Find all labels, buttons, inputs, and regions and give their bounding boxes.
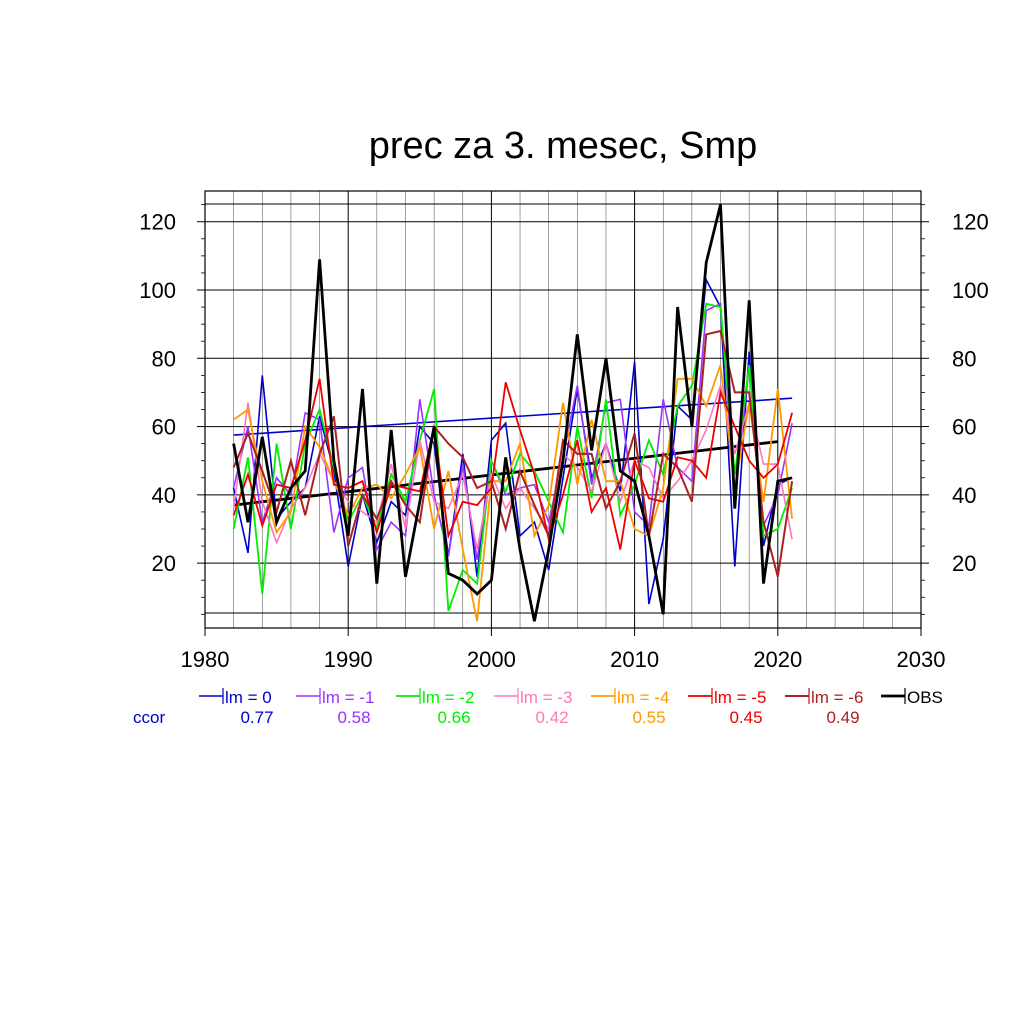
legend-label: lm = -3 xyxy=(520,688,572,707)
series-lines xyxy=(232,204,794,622)
x-tick-label: 1980 xyxy=(181,647,230,672)
x-tick-label: 2000 xyxy=(467,647,516,672)
x-tick-label: 2030 xyxy=(897,647,946,672)
legend-ccor-value: 0.42 xyxy=(535,708,568,727)
x-tick-label: 1990 xyxy=(324,647,373,672)
ccor-label: ccor xyxy=(133,708,165,727)
legend-label: OBS xyxy=(907,688,943,707)
y-tick-label-right: 80 xyxy=(952,346,976,371)
legend-label: lm = -6 xyxy=(811,688,863,707)
series-line xyxy=(233,364,793,622)
y-tick-label-left: 100 xyxy=(139,278,176,303)
y-tick-label-left: 120 xyxy=(139,210,176,235)
series-line xyxy=(232,204,793,622)
legend-label: lm = 0 xyxy=(225,688,272,707)
chart-title: prec za 3. mesec, Smp xyxy=(369,125,758,167)
legend-label: lm = -1 xyxy=(322,688,374,707)
legend-ccor-value: 0.58 xyxy=(337,708,370,727)
legend-ccor-value: 0.49 xyxy=(826,708,859,727)
legend-label: lm = -4 xyxy=(617,688,669,707)
y-tick-label-right: 100 xyxy=(952,278,989,303)
y-tick-label-right: 20 xyxy=(952,551,976,576)
y-tick-label-right: 60 xyxy=(952,415,976,440)
legend-ccor-value: 0.55 xyxy=(632,708,665,727)
trend-line xyxy=(233,440,778,507)
y-tick-label-left: 60 xyxy=(152,415,176,440)
y-tick-label-right: 120 xyxy=(952,210,989,235)
series-line xyxy=(232,378,793,550)
y-tick-label-left: 20 xyxy=(152,551,176,576)
legend-ccor-value: 0.77 xyxy=(240,708,273,727)
x-tick-label: 2010 xyxy=(610,647,659,672)
legend-ccor-value: 0.66 xyxy=(437,708,470,727)
series-line xyxy=(232,302,793,560)
x-tick-label: 2020 xyxy=(753,647,802,672)
legend-label: lm = -5 xyxy=(714,688,766,707)
legend-label: lm = -2 xyxy=(422,688,474,707)
legend-ccor-value: 0.45 xyxy=(729,708,762,727)
y-tick-label-left: 80 xyxy=(152,346,176,371)
y-tick-label-right: 40 xyxy=(952,483,976,508)
y-tick-label-left: 40 xyxy=(152,483,176,508)
legend: ccor lm = 00.77 lm = -10.58 lm = -20.66 lm =… xyxy=(133,688,943,727)
